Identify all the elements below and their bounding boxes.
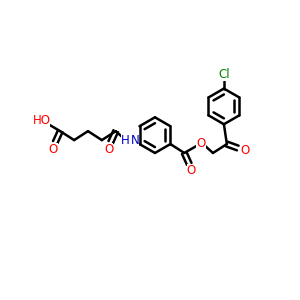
- Text: HO: HO: [32, 114, 50, 127]
- Text: H: H: [121, 134, 130, 147]
- Text: O: O: [49, 142, 58, 155]
- Text: Cl: Cl: [218, 68, 230, 81]
- Text: O: O: [240, 143, 249, 157]
- Text: O: O: [196, 136, 206, 150]
- Text: O: O: [187, 164, 196, 177]
- Text: O: O: [104, 142, 113, 155]
- Text: N: N: [130, 134, 139, 147]
